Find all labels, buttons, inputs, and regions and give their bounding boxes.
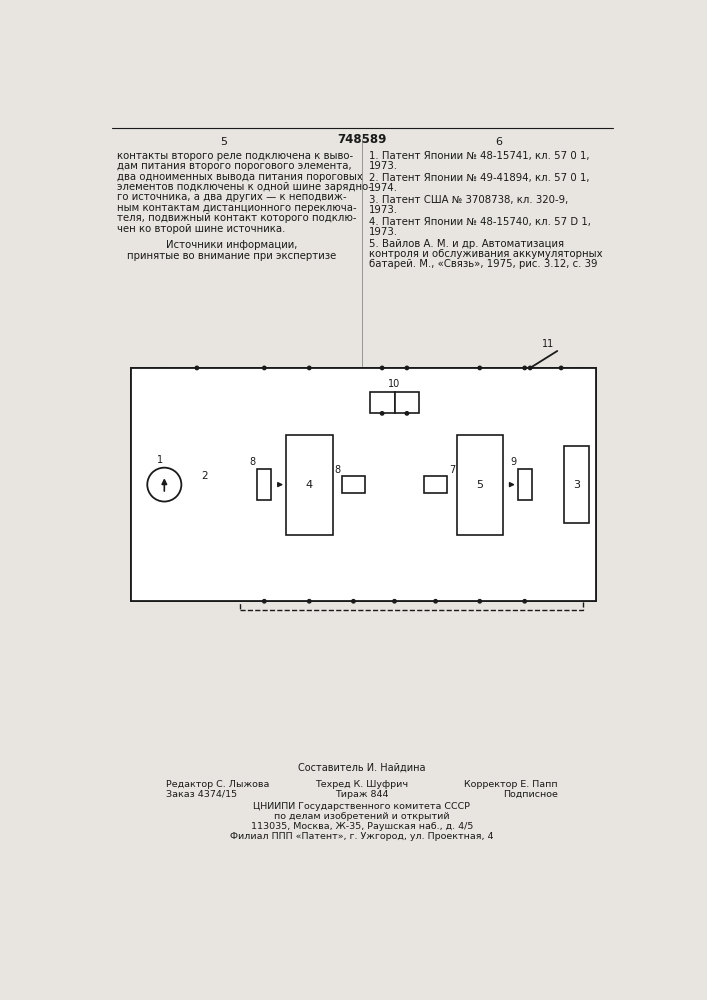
Text: 1974.: 1974.	[369, 183, 398, 193]
Text: 8: 8	[334, 465, 340, 475]
Circle shape	[393, 600, 396, 603]
Text: чен ко второй шине источника.: чен ко второй шине источника.	[117, 224, 286, 234]
Text: два одноименных вывода питания пороговых: два одноименных вывода питания пороговых	[117, 172, 363, 182]
Text: по делам изобретений и открытий: по делам изобретений и открытий	[274, 812, 450, 821]
Text: 3. Патент США № 3708738, кл. 320-9,: 3. Патент США № 3708738, кл. 320-9,	[369, 195, 568, 205]
Text: контроля и обслуживания аккумуляторных: контроля и обслуживания аккумуляторных	[369, 249, 602, 259]
Bar	[286, 435, 332, 535]
Text: 4. Патент Японии № 48-15740, кл. 57 D 1,: 4. Патент Японии № 48-15740, кл. 57 D 1,	[369, 217, 591, 227]
Bar	[240, 372, 583, 610]
Bar	[424, 476, 448, 493]
Circle shape	[405, 412, 409, 415]
Circle shape	[523, 366, 527, 370]
Text: ЦНИИПИ Государственного комитета СССР: ЦНИИПИ Государственного комитета СССР	[253, 802, 470, 811]
Text: Корректор Е. Папп: Корректор Е. Папп	[464, 780, 558, 789]
Text: 1. Патент Японии № 48-15741, кл. 57 0 1,: 1. Патент Японии № 48-15741, кл. 57 0 1,	[369, 151, 590, 161]
Bar	[518, 469, 532, 500]
Text: Составитель И. Найдина: Составитель И. Найдина	[298, 763, 426, 773]
Text: 6: 6	[496, 137, 503, 147]
Circle shape	[308, 366, 311, 370]
Circle shape	[523, 600, 527, 603]
Text: Редактор С. Лыжова: Редактор С. Лыжова	[166, 780, 269, 789]
Text: Тираж 844: Тираж 844	[335, 790, 389, 799]
Text: 113035, Москва, Ж-35, Раушская наб., д. 4/5: 113035, Москва, Ж-35, Раушская наб., д. …	[251, 822, 473, 831]
Circle shape	[262, 600, 266, 603]
Text: теля, подвижный контакт которого подклю-: теля, подвижный контакт которого подклю-	[117, 213, 356, 223]
Circle shape	[478, 366, 481, 370]
Text: Техред К. Шуфрич: Техред К. Шуфрич	[315, 780, 409, 789]
Text: батарей. М., «Связь», 1975, рис. 3.12, с. 39: батарей. М., «Связь», 1975, рис. 3.12, с…	[369, 259, 597, 269]
Text: 2: 2	[201, 471, 207, 481]
Circle shape	[380, 366, 384, 370]
Circle shape	[405, 366, 409, 370]
Text: контакты второго реле подключена к выво-: контакты второго реле подключена к выво-	[117, 151, 354, 161]
Circle shape	[478, 600, 481, 603]
Text: 1973.: 1973.	[369, 205, 398, 215]
Text: 3: 3	[573, 480, 580, 490]
Text: ным контактам дистанционного переключа-: ным контактам дистанционного переключа-	[117, 203, 356, 213]
Text: 10: 10	[388, 379, 401, 389]
Text: 1: 1	[157, 455, 163, 465]
Circle shape	[434, 600, 438, 603]
Text: дам питания второго порогового элемента,: дам питания второго порогового элемента,	[117, 161, 351, 171]
Circle shape	[147, 468, 182, 502]
Text: 1973.: 1973.	[369, 161, 398, 171]
Text: 5. Вайлов А. М. и др. Автоматизация: 5. Вайлов А. М. и др. Автоматизация	[369, 239, 564, 249]
Bar	[257, 469, 271, 500]
Text: 8: 8	[250, 457, 256, 467]
Circle shape	[559, 366, 563, 370]
Circle shape	[262, 366, 266, 370]
Bar	[457, 435, 503, 535]
Bar	[131, 368, 596, 601]
Circle shape	[351, 600, 355, 603]
Circle shape	[308, 600, 311, 603]
Text: 5: 5	[221, 137, 228, 147]
Bar	[564, 446, 589, 523]
Text: 1973.: 1973.	[369, 227, 398, 237]
Text: принятые во внимание при экспертизе: принятые во внимание при экспертизе	[127, 251, 337, 261]
Circle shape	[528, 366, 532, 370]
Text: 2. Патент Японии № 49-41894, кл. 57 0 1,: 2. Патент Японии № 49-41894, кл. 57 0 1,	[369, 173, 590, 183]
Text: Заказ 4374/15: Заказ 4374/15	[166, 790, 237, 799]
Text: 11: 11	[542, 339, 554, 349]
Bar	[395, 392, 419, 413]
Circle shape	[380, 412, 384, 415]
Bar	[341, 476, 365, 493]
Text: 7: 7	[449, 465, 455, 475]
Text: 5: 5	[477, 480, 484, 490]
Text: 748589: 748589	[337, 133, 387, 146]
Text: го источника, а два других — к неподвиж-: го источника, а два других — к неподвиж-	[117, 192, 346, 202]
Text: Подписное: Подписное	[503, 790, 558, 799]
Text: 4: 4	[305, 480, 312, 490]
Circle shape	[195, 366, 199, 370]
Bar	[370, 392, 395, 413]
Text: 9: 9	[510, 457, 516, 467]
Text: Источники информации,: Источники информации,	[166, 240, 298, 250]
Text: элементов подключены к одной шине зарядно-: элементов подключены к одной шине зарядн…	[117, 182, 372, 192]
Text: Филиал ППП «Патент», г. Ужгород, ул. Проектная, 4: Филиал ППП «Патент», г. Ужгород, ул. Про…	[230, 832, 493, 841]
